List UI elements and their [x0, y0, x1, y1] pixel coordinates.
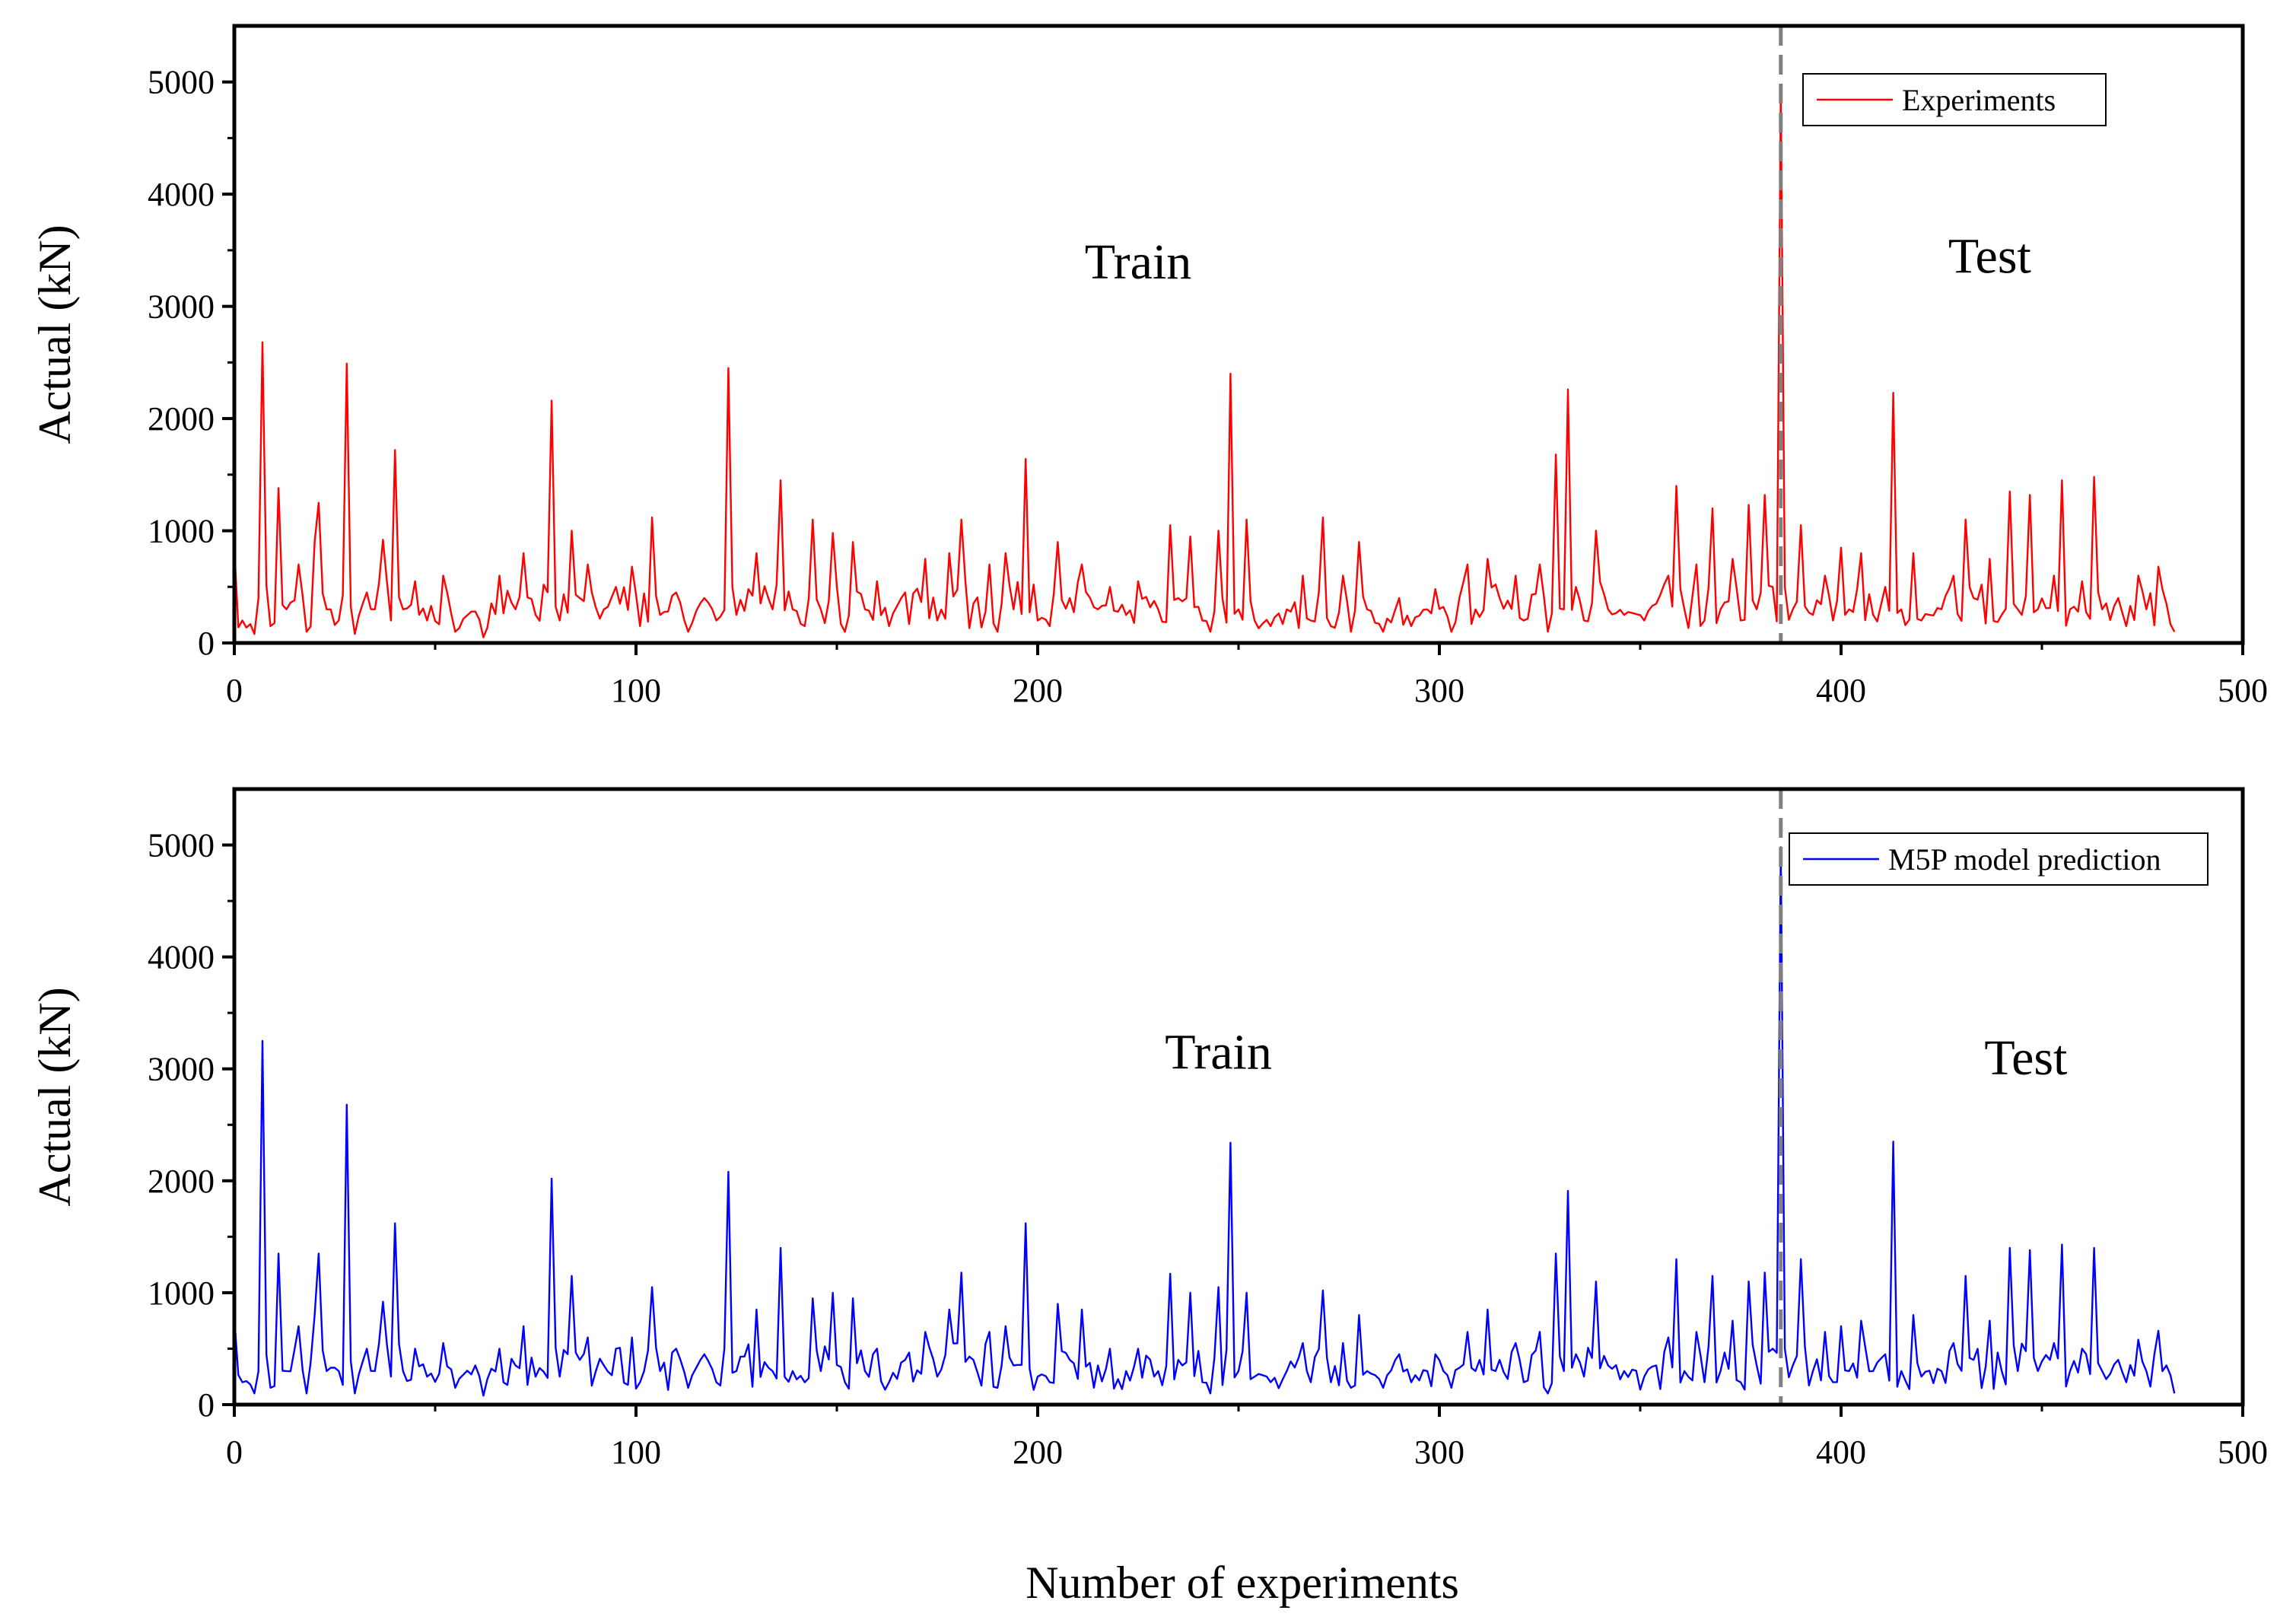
top-panel-data-layer [233, 26, 2176, 643]
top-x-tick-label: 300 [1414, 672, 1464, 709]
bottom-x-tick-label: 0 [226, 1434, 243, 1471]
bottom-y-axis-title: Actual (kN) [30, 987, 80, 1206]
top-x-tick-label: 100 [611, 672, 661, 709]
top-series-line [233, 86, 2176, 638]
top-legend: Experiments [1802, 73, 2107, 126]
bottom-y-tick-label: 5000 [148, 827, 215, 864]
top-x-tick-label: 400 [1816, 672, 1866, 709]
bottom-y-tick-label: 2000 [148, 1163, 215, 1200]
top-y-tick-label: 2000 [148, 400, 215, 438]
bottom-train-label: Train [1165, 1025, 1272, 1080]
bottom-y-tick-label: 0 [198, 1386, 215, 1424]
bottom-series-line [233, 846, 2176, 1397]
bottom-legend: M5P model prediction [1789, 832, 2209, 886]
bottom-x-tick-label: 500 [2218, 1434, 2268, 1471]
top-train-label: Train [1085, 234, 1192, 290]
top-test-label: Test [1948, 228, 2031, 284]
top-y-tick-label: 0 [198, 625, 215, 662]
top-legend-label: Experiments [1902, 83, 2056, 117]
bottom-test-label: Test [1984, 1030, 2067, 1086]
top-x-tick-label: 500 [2218, 672, 2268, 709]
x-axis-title: Number of experiments [1026, 1558, 1459, 1608]
bottom-x-tick-label: 400 [1816, 1434, 1866, 1471]
top-y-tick-label: 3000 [148, 288, 215, 326]
bottom-y-tick-label: 4000 [148, 939, 215, 976]
top-x-tick-label: 0 [226, 672, 243, 709]
bottom-x-tick-label: 200 [1013, 1434, 1063, 1471]
top-x-tick-label: 200 [1013, 672, 1063, 709]
top-y-tick-label: 5000 [148, 64, 215, 101]
bottom-panel-data-layer [233, 789, 2176, 1405]
top-y-tick-label: 1000 [148, 513, 215, 550]
bottom-y-tick-label: 1000 [148, 1275, 215, 1312]
top-y-axis-title: Actual (kN) [30, 224, 80, 444]
bottom-legend-label: M5P model prediction [1888, 842, 2161, 877]
bottom-x-tick-label: 300 [1414, 1434, 1464, 1471]
bottom-x-tick-label: 100 [611, 1434, 661, 1471]
bottom-y-tick-label: 3000 [148, 1051, 215, 1088]
top-y-tick-label: 4000 [148, 176, 215, 213]
